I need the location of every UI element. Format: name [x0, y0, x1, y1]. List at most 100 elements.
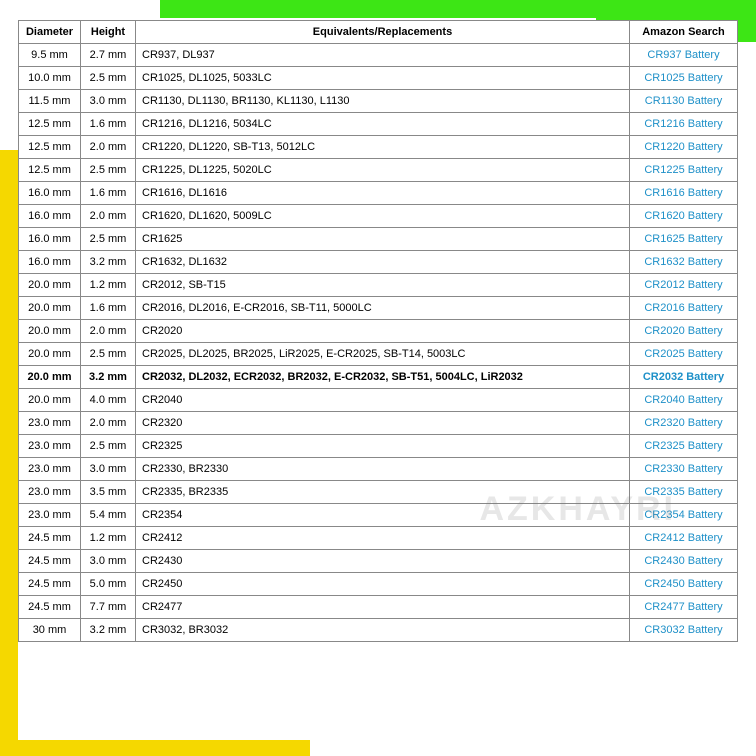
amazon-search-link[interactable]: CR3032 Battery: [644, 624, 722, 636]
amazon-search-link[interactable]: CR1216 Battery: [644, 118, 722, 130]
cell-equivalents: CR1216, DL1216, 5034LC: [136, 113, 630, 136]
cell-amazon-search: CR2012 Battery: [630, 274, 738, 297]
cell-diameter: 16.0 mm: [19, 251, 81, 274]
amazon-search-link[interactable]: CR2320 Battery: [644, 417, 722, 429]
amazon-search-link[interactable]: CR1625 Battery: [644, 233, 722, 245]
cell-diameter: 24.5 mm: [19, 550, 81, 573]
amazon-search-link[interactable]: CR2430 Battery: [644, 555, 722, 567]
table-row: 10.0 mm2.5 mmCR1025, DL1025, 5033LCCR102…: [19, 67, 738, 90]
cell-height: 2.0 mm: [81, 136, 136, 159]
table-row: 24.5 mm5.0 mmCR2450CR2450 Battery: [19, 573, 738, 596]
amazon-search-link[interactable]: CR1225 Battery: [644, 164, 722, 176]
table-row: 16.0 mm3.2 mmCR1632, DL1632CR1632 Batter…: [19, 251, 738, 274]
cell-amazon-search: CR1130 Battery: [630, 90, 738, 113]
cell-equivalents: CR2477: [136, 596, 630, 619]
cell-diameter: 23.0 mm: [19, 504, 81, 527]
cell-height: 2.5 mm: [81, 159, 136, 182]
cell-amazon-search: CR1625 Battery: [630, 228, 738, 251]
cell-height: 1.2 mm: [81, 274, 136, 297]
cell-height: 1.6 mm: [81, 113, 136, 136]
amazon-search-link[interactable]: CR2040 Battery: [644, 394, 722, 406]
table-row: 20.0 mm1.6 mmCR2016, DL2016, E-CR2016, S…: [19, 297, 738, 320]
cell-equivalents: CR2032, DL2032, ECR2032, BR2032, E-CR203…: [136, 366, 630, 389]
cell-diameter: 23.0 mm: [19, 412, 81, 435]
cell-amazon-search: CR2040 Battery: [630, 389, 738, 412]
cell-amazon-search: CR2354 Battery: [630, 504, 738, 527]
cell-diameter: 20.0 mm: [19, 320, 81, 343]
amazon-search-link[interactable]: CR2012 Battery: [644, 279, 722, 291]
amazon-search-link[interactable]: CR1632 Battery: [644, 256, 722, 268]
cell-diameter: 12.5 mm: [19, 113, 81, 136]
cell-diameter: 20.0 mm: [19, 297, 81, 320]
cell-diameter: 24.5 mm: [19, 596, 81, 619]
amazon-search-link[interactable]: CR1025 Battery: [644, 72, 722, 84]
cell-diameter: 11.5 mm: [19, 90, 81, 113]
cell-diameter: 20.0 mm: [19, 366, 81, 389]
amazon-search-link[interactable]: CR1616 Battery: [644, 187, 722, 199]
cell-diameter: 16.0 mm: [19, 182, 81, 205]
cell-diameter: 16.0 mm: [19, 205, 81, 228]
col-amazon-search: Amazon Search: [630, 21, 738, 44]
cell-equivalents: CR1220, DL1220, SB-T13, 5012LC: [136, 136, 630, 159]
cell-diameter: 9.5 mm: [19, 44, 81, 67]
amazon-search-link[interactable]: CR2330 Battery: [644, 463, 722, 475]
table-row: 12.5 mm2.5 mmCR1225, DL1225, 5020LCCR122…: [19, 159, 738, 182]
amazon-search-link[interactable]: CR2412 Battery: [644, 532, 722, 544]
table-row: 16.0 mm2.0 mmCR1620, DL1620, 5009LCCR162…: [19, 205, 738, 228]
cell-height: 3.0 mm: [81, 550, 136, 573]
cell-equivalents: CR1632, DL1632: [136, 251, 630, 274]
col-equivalents: Equivalents/Replacements: [136, 21, 630, 44]
cell-height: 2.7 mm: [81, 44, 136, 67]
table-row: 30 mm3.2 mmCR3032, BR3032CR3032 Battery: [19, 619, 738, 642]
cell-height: 3.0 mm: [81, 90, 136, 113]
amazon-search-link[interactable]: CR2354 Battery: [644, 509, 722, 521]
amazon-search-link[interactable]: CR1220 Battery: [644, 141, 722, 153]
cell-height: 5.4 mm: [81, 504, 136, 527]
table-header-row: Diameter Height Equivalents/Replacements…: [19, 21, 738, 44]
cell-amazon-search: CR2016 Battery: [630, 297, 738, 320]
cell-amazon-search: CR2412 Battery: [630, 527, 738, 550]
cell-equivalents: CR1025, DL1025, 5033LC: [136, 67, 630, 90]
cell-amazon-search: CR2020 Battery: [630, 320, 738, 343]
amazon-search-link[interactable]: CR2335 Battery: [644, 486, 722, 498]
table-row: 9.5 mm2.7 mmCR937, DL937CR937 Battery: [19, 44, 738, 67]
cell-amazon-search: CR1632 Battery: [630, 251, 738, 274]
table-row: 16.0 mm2.5 mmCR1625 CR1625 Battery: [19, 228, 738, 251]
amazon-search-link[interactable]: CR2450 Battery: [644, 578, 722, 590]
cell-diameter: 20.0 mm: [19, 389, 81, 412]
amazon-search-link[interactable]: CR1620 Battery: [644, 210, 722, 222]
cell-diameter: 12.5 mm: [19, 159, 81, 182]
table-row: 20.0 mm3.2 mmCR2032, DL2032, ECR2032, BR…: [19, 366, 738, 389]
cell-equivalents: CR2430: [136, 550, 630, 573]
cell-amazon-search: CR3032 Battery: [630, 619, 738, 642]
cell-equivalents: CR1625: [136, 228, 630, 251]
cell-equivalents: CR2325: [136, 435, 630, 458]
cell-amazon-search: CR2032 Battery: [630, 366, 738, 389]
cell-amazon-search: CR1025 Battery: [630, 67, 738, 90]
cell-equivalents: CR2320: [136, 412, 630, 435]
table-row: 23.0 mm2.0 mmCR2320CR2320 Battery: [19, 412, 738, 435]
cell-amazon-search: CR2477 Battery: [630, 596, 738, 619]
table-row: 12.5 mm1.6 mmCR1216, DL1216, 5034LC CR121…: [19, 113, 738, 136]
cell-amazon-search: CR1220 Battery: [630, 136, 738, 159]
cell-height: 1.6 mm: [81, 182, 136, 205]
amazon-search-link[interactable]: CR937 Battery: [647, 49, 719, 61]
cell-equivalents: CR2020: [136, 320, 630, 343]
cell-amazon-search: CR1225 Battery: [630, 159, 738, 182]
cell-height: 3.2 mm: [81, 366, 136, 389]
amazon-search-link[interactable]: CR2016 Battery: [644, 302, 722, 314]
cell-diameter: 20.0 mm: [19, 343, 81, 366]
table-row: 23.0 mm5.4 mmCR2354CR2354 Battery: [19, 504, 738, 527]
cell-equivalents: CR2016, DL2016, E-CR2016, SB-T11, 5000LC: [136, 297, 630, 320]
cell-equivalents: CR2040: [136, 389, 630, 412]
decorative-bar-top: [160, 0, 610, 18]
amazon-search-link[interactable]: CR2477 Battery: [644, 601, 722, 613]
amazon-search-link[interactable]: CR2025 Battery: [644, 348, 722, 360]
cell-diameter: 16.0 mm: [19, 228, 81, 251]
amazon-search-link[interactable]: CR2325 Battery: [644, 440, 722, 452]
amazon-search-link[interactable]: CR2032 Battery: [643, 371, 724, 383]
amazon-search-link[interactable]: CR1130 Battery: [645, 95, 722, 107]
cell-height: 2.5 mm: [81, 228, 136, 251]
cell-height: 5.0 mm: [81, 573, 136, 596]
amazon-search-link[interactable]: CR2020 Battery: [644, 325, 722, 337]
